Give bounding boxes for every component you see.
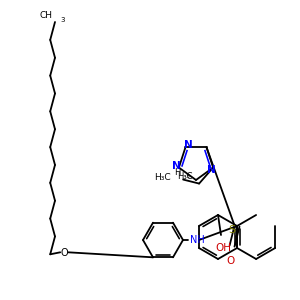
Text: O: O: [226, 256, 234, 266]
Text: H: H: [174, 168, 180, 177]
Text: OH: OH: [215, 243, 231, 253]
Text: 3: 3: [60, 17, 64, 23]
Text: H₃C: H₃C: [177, 172, 193, 181]
Text: O: O: [60, 248, 68, 258]
Text: N: N: [184, 140, 193, 150]
Text: CH: CH: [40, 11, 53, 20]
Text: S: S: [229, 225, 236, 235]
Text: N: N: [207, 165, 215, 175]
Text: 3: 3: [185, 174, 189, 178]
Text: NH: NH: [190, 235, 205, 245]
Text: N: N: [172, 160, 180, 171]
Text: H₃C: H₃C: [154, 173, 171, 182]
